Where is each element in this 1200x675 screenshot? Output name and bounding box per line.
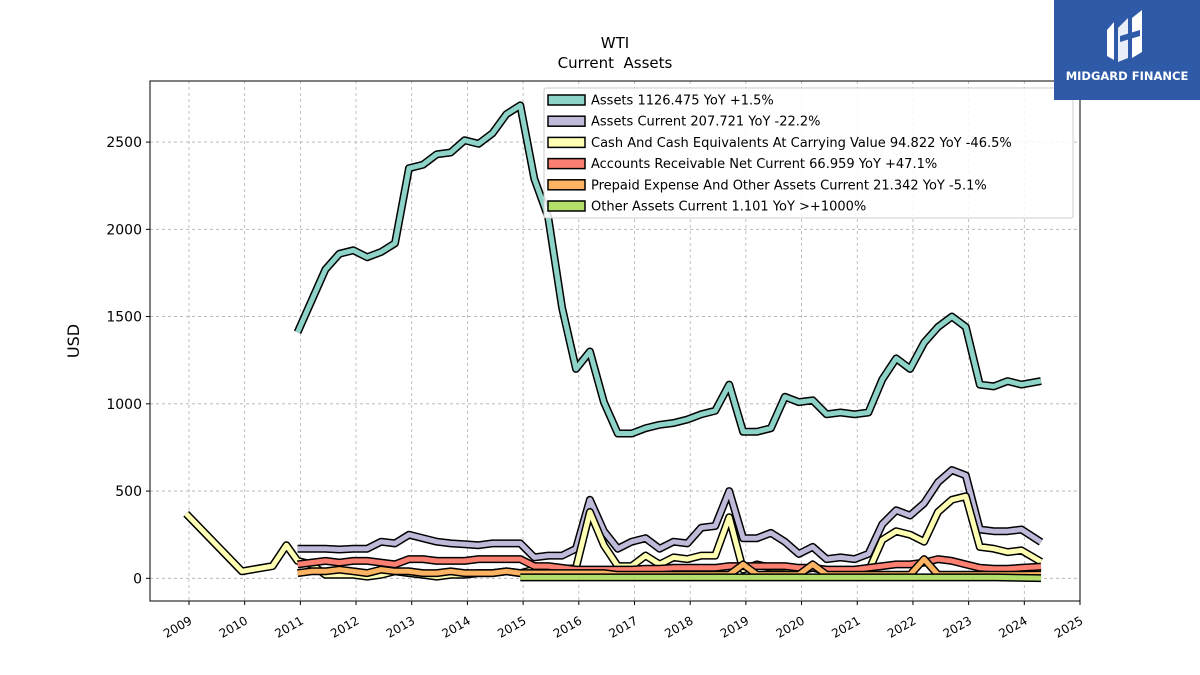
midgard-logo-icon (1107, 10, 1142, 62)
y-tick-label: 1000 (106, 397, 142, 413)
series-line (520, 574, 1042, 581)
legend-swatch (547, 179, 586, 191)
legend-box (543, 87, 1074, 219)
series-layer (183, 101, 1044, 583)
x-tick-label: 2012 (328, 613, 361, 640)
legend-item: Prepaid Expense And Other Assets Current… (547, 178, 987, 193)
series-2 (183, 492, 1044, 581)
legend-label: Prepaid Expense And Other Assets Current… (591, 178, 987, 193)
series-line (297, 556, 1042, 573)
series-line (297, 467, 1043, 562)
x-tick-label: 2009 (161, 613, 194, 640)
legend-label: Accounts Receivable Net Current 66.959 Y… (591, 157, 937, 172)
x-tick-label: 2015 (495, 613, 528, 640)
legend-label: Other Assets Current 1.101 YoY >+1000% (591, 200, 866, 215)
series-line (184, 493, 1043, 580)
legend-item: Assets 1126.475 YoY +1.5% (547, 94, 774, 109)
x-tick-label: 2014 (439, 613, 472, 640)
brand-name: MIDGARD FINANCE (1065, 69, 1189, 83)
x-tick-label: 2019 (718, 613, 751, 640)
series-0 (293, 101, 1042, 438)
legend-swatch (547, 136, 586, 149)
legend-swatch (547, 200, 586, 212)
legend-swatch (547, 94, 586, 106)
x-tick-label: 2021 (829, 613, 862, 640)
x-tick-label: 2011 (272, 613, 305, 640)
x-tick-label: 2010 (217, 613, 250, 640)
x-tick-label: 2023 (941, 613, 974, 640)
series-1 (297, 466, 1044, 564)
y-tick-label: 0 (133, 571, 142, 587)
legend-item: Assets Current 207.721 YoY -22.2% (547, 115, 821, 130)
x-axis: 2009 2010 2011 2012 2013 2014 2015 2016 2017 2018… (161, 601, 1086, 641)
x-tick-label: 2017 (607, 613, 640, 640)
x-tick-label: 2013 (384, 613, 417, 640)
y-tick-label: 500 (115, 484, 142, 500)
y-axis-label: USD (64, 324, 83, 358)
legend: Assets 1126.475 YoY +1.5% Assets Current … (543, 87, 1074, 219)
y-axis: 0 500 1000 1500 2000 2500 (106, 135, 150, 587)
x-tick-label: 2022 (885, 613, 918, 640)
legend-label: Assets Current 207.721 YoY -22.2% (591, 115, 821, 130)
legend-item: Other Assets Current 1.101 YoY >+1000% (547, 200, 866, 215)
chart-subtitle: Current Assets (558, 54, 673, 72)
chart-title: WTI (601, 34, 629, 52)
brand-logo: MIDGARD FINANCE (1054, 0, 1200, 100)
y-tick-label: 2500 (106, 135, 142, 151)
legend-label: Cash And Cash Equivalents At Carrying Va… (591, 136, 1012, 151)
legend-label: Assets 1126.475 YoY +1.5% (591, 94, 774, 109)
x-tick-label: 2024 (996, 613, 1029, 640)
x-tick-label: 2025 (1052, 613, 1085, 640)
legend-item: Accounts Receivable Net Current 66.959 Y… (547, 157, 937, 172)
series-5 (520, 573, 1042, 583)
x-tick-label: 2018 (662, 613, 695, 640)
legend-item: Cash And Cash Equivalents At Carrying Va… (547, 136, 1012, 151)
series-3 (297, 555, 1042, 574)
legend-swatch (547, 157, 586, 170)
x-tick-label: 2016 (551, 613, 584, 640)
y-tick-label: 2000 (106, 222, 142, 238)
legend-swatch (547, 115, 586, 127)
series-line (295, 102, 1042, 436)
x-tick-label: 2020 (774, 613, 807, 640)
plot-frame (149, 80, 1081, 602)
y-tick-label: 1500 (106, 310, 142, 326)
